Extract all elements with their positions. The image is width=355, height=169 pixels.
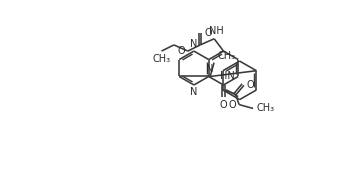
- Text: CH₃: CH₃: [152, 54, 170, 64]
- Text: NH: NH: [209, 27, 224, 37]
- Text: N: N: [190, 87, 198, 97]
- Text: O: O: [178, 46, 186, 56]
- Text: O: O: [246, 80, 254, 90]
- Text: N: N: [190, 39, 198, 49]
- Text: CH₃: CH₃: [257, 103, 275, 113]
- Text: HN: HN: [220, 71, 234, 81]
- Text: O: O: [204, 28, 212, 38]
- Text: CH₃: CH₃: [218, 51, 236, 61]
- Text: N: N: [207, 64, 214, 74]
- Text: O: O: [228, 100, 236, 110]
- Text: O: O: [220, 100, 227, 110]
